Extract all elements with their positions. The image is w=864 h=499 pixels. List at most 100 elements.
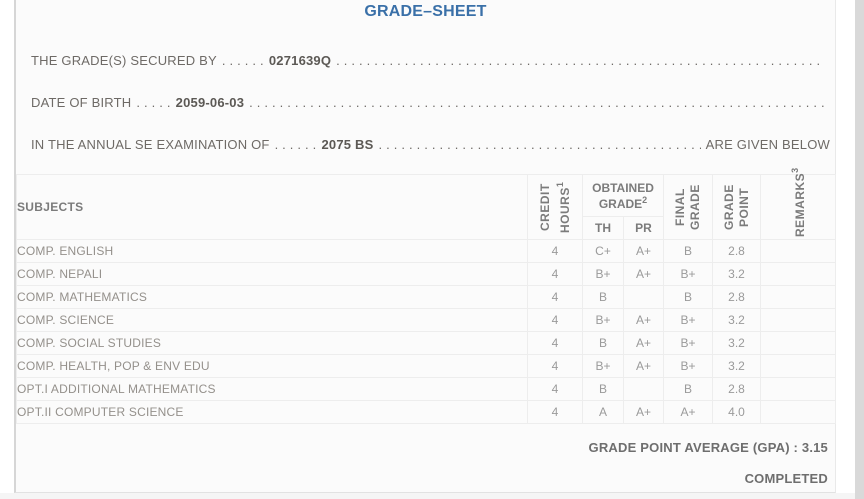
page-title: GRADE–SHEET [364, 3, 487, 20]
table-row: OPT.I ADDITIONAL MATHEMATICS 4 B B 2.8 [16, 377, 836, 401]
info-suffix: ARE GIVEN BELOW [705, 137, 830, 152]
dot-leader: . . . . . . . . . . . . . . . . . . . . … [249, 95, 825, 110]
credit-hours-value: 4 [527, 285, 583, 309]
subject-name: COMP. HEALTH, POP & ENV EDU [16, 354, 528, 378]
header-label: OBTAINED GRADE [592, 180, 654, 211]
footnote-marker: 3 [790, 167, 800, 173]
table-row: COMP. ENGLISH 4 C+ A+ B 2.8 [16, 239, 836, 263]
dot-leader: . . . . . . . . . . . . . . . . . . . . … [378, 137, 701, 152]
column-header-obtained-grade: OBTAINED GRADE2 [582, 174, 664, 217]
remarks-value [760, 354, 836, 378]
credit-hours-value: 4 [527, 308, 583, 332]
remarks-value [760, 308, 836, 332]
grade-point-value: 3.2 [712, 354, 761, 378]
column-header-credit-hours: CREDIT HOURS1 [527, 174, 583, 240]
final-grade-value: B+ [663, 308, 713, 332]
header-label: REMARKS [793, 172, 807, 237]
pr-grade-value [623, 377, 664, 401]
pr-grade-value [623, 285, 664, 309]
dot-leader: . . . . . . [221, 53, 264, 68]
th-grade-value: B+ [582, 308, 624, 332]
subject-name: COMP. ENGLISH [16, 239, 528, 263]
grades-table: SUBJECTS CREDIT HOURS1 OBTAINED GRADE2 F… [16, 167, 836, 424]
pr-grade-value: A+ [623, 239, 664, 263]
grade-point-value: 2.8 [712, 377, 761, 401]
final-grade-value: B+ [663, 331, 713, 355]
column-header-grade-point: GRADE POINT [712, 174, 761, 240]
dot-leader: . . . . . [136, 95, 171, 110]
th-grade-value: B [582, 331, 624, 355]
credit-hours-value: 4 [527, 377, 583, 401]
column-header-pr: PR [623, 216, 664, 240]
th-grade-value: B+ [582, 262, 624, 286]
dot-leader: . . . . . . . . . . . . . . . . . . . . … [336, 53, 825, 68]
subject-name: COMP. SCIENCE [16, 308, 528, 332]
th-grade-value: C+ [582, 239, 624, 263]
column-header-remarks: REMARKS3 [760, 167, 836, 240]
final-grade-value: B [663, 239, 713, 263]
dot-leader: . . . . . . [274, 137, 317, 152]
credit-hours-value: 4 [527, 354, 583, 378]
info-line-examination: IN THE ANNUAL SE EXAMINATION OF . . . . … [31, 137, 830, 152]
date-of-birth: 2059-06-03 [175, 95, 245, 110]
credit-hours-value: 4 [527, 400, 583, 424]
remarks-value [760, 331, 836, 355]
section-divider [0, 493, 855, 499]
symbol-number: 0271639Q [268, 53, 332, 68]
pr-grade-value: A+ [623, 354, 664, 378]
pr-grade-value: A+ [623, 400, 664, 424]
table-row: OPT.II COMPUTER SCIENCE 4 A A+ A+ 4.0 [16, 400, 836, 424]
pr-grade-value: A+ [623, 308, 664, 332]
th-grade-value: B [582, 285, 624, 309]
pr-grade-value: A+ [623, 331, 664, 355]
grade-point-value: 3.2 [712, 262, 761, 286]
th-grade-value: B [582, 377, 624, 401]
header-label: FINAL GRADE [673, 184, 702, 230]
final-grade-value: B+ [663, 354, 713, 378]
remarks-value [760, 377, 836, 401]
table-row: COMP. SOCIAL STUDIES 4 B A+ B+ 3.2 [16, 331, 836, 355]
footnote-marker: 2 [642, 194, 648, 205]
info-line-date-of-birth: DATE OF BIRTH . . . . . 2059-06-03 . . .… [31, 95, 830, 110]
credit-hours-value: 4 [527, 239, 583, 263]
column-header-final-grade: FINAL GRADE [663, 174, 713, 240]
th-grade-value: B+ [582, 354, 624, 378]
grade-point-value: 4.0 [712, 400, 761, 424]
subject-name: COMP. SOCIAL STUDIES [16, 331, 528, 355]
grade-point-value: 3.2 [712, 308, 761, 332]
subject-name: COMP. NEPALI [16, 262, 528, 286]
final-grade-value: B [663, 285, 713, 309]
table-row: COMP. MATHEMATICS 4 B B 2.8 [16, 285, 836, 309]
subject-name: OPT.II COMPUTER SCIENCE [16, 400, 528, 424]
info-label: IN THE ANNUAL SE EXAMINATION OF [31, 137, 270, 152]
info-label: THE GRADE(S) SECURED BY [31, 53, 217, 68]
subject-name: COMP. MATHEMATICS [16, 285, 528, 309]
header-label: CREDIT HOURS [537, 183, 572, 233]
table-row: COMP. SCIENCE 4 B+ A+ B+ 3.2 [16, 308, 836, 332]
remarks-value [760, 262, 836, 286]
pr-grade-value: A+ [623, 262, 664, 286]
final-grade-value: B+ [663, 262, 713, 286]
info-line-secured-by: THE GRADE(S) SECURED BY . . . . . . 0271… [31, 53, 830, 68]
gpa-value: 3.15 [801, 440, 828, 455]
table-row: COMP. HEALTH, POP & ENV EDU 4 B+ A+ B+ 3… [16, 354, 836, 378]
credit-hours-value: 4 [527, 262, 583, 286]
scrollbar[interactable] [855, 0, 864, 499]
table-row: COMP. NEPALI 4 B+ A+ B+ 3.2 [16, 262, 836, 286]
final-grade-value: B [663, 377, 713, 401]
grade-sheet-card: GRADE–SHEET THE GRADE(S) SECURED BY . . … [14, 0, 836, 493]
info-label: DATE OF BIRTH [31, 95, 132, 110]
subject-rows: COMP. ENGLISH 4 C+ A+ B 2.8 COMP. NEPALI… [16, 239, 836, 424]
subject-name: OPT.I ADDITIONAL MATHEMATICS [16, 377, 528, 401]
gpa-label: GRADE POINT AVERAGE (GPA) : [588, 440, 799, 455]
grade-point-value: 3.2 [712, 331, 761, 355]
column-header-subjects: SUBJECTS [16, 174, 528, 240]
th-grade-value: A [582, 400, 624, 424]
remarks-value [760, 400, 836, 424]
remarks-value [760, 239, 836, 263]
gpa-summary: GRADE POINT AVERAGE (GPA) : 3.15 [589, 440, 828, 455]
final-grade-value: A+ [663, 400, 713, 424]
footnote-marker: 1 [554, 181, 565, 187]
header-label: GRADE POINT [721, 184, 751, 230]
credit-hours-value: 4 [527, 331, 583, 355]
